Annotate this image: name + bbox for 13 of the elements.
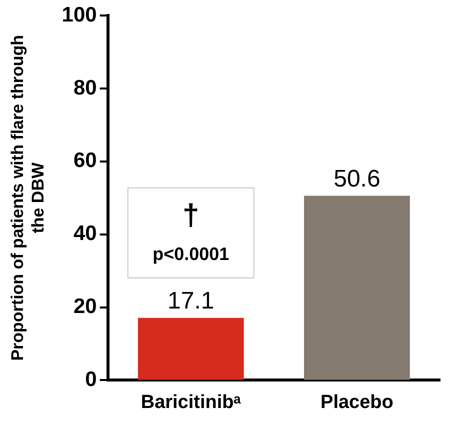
- y-tick-label: 20: [73, 295, 97, 318]
- x-tick-label: Placebo: [320, 392, 394, 413]
- data-label: 17.1: [168, 287, 214, 314]
- annotation: p<0.0001: [152, 244, 230, 264]
- y-tick-label: 100: [62, 3, 97, 26]
- x-tick-label: Baricitinibᵃ: [140, 392, 242, 413]
- y-tick-label: 0: [85, 368, 97, 391]
- data-label: 50.6: [334, 165, 380, 192]
- y-axis-title: Proportion of patients with flare through the DBW: [8, 34, 48, 361]
- y-tick-label: 80: [73, 76, 97, 100]
- annotation: †: [182, 199, 200, 232]
- y-tick-label: 40: [73, 222, 97, 246]
- y-tick-label: 60: [73, 149, 97, 172]
